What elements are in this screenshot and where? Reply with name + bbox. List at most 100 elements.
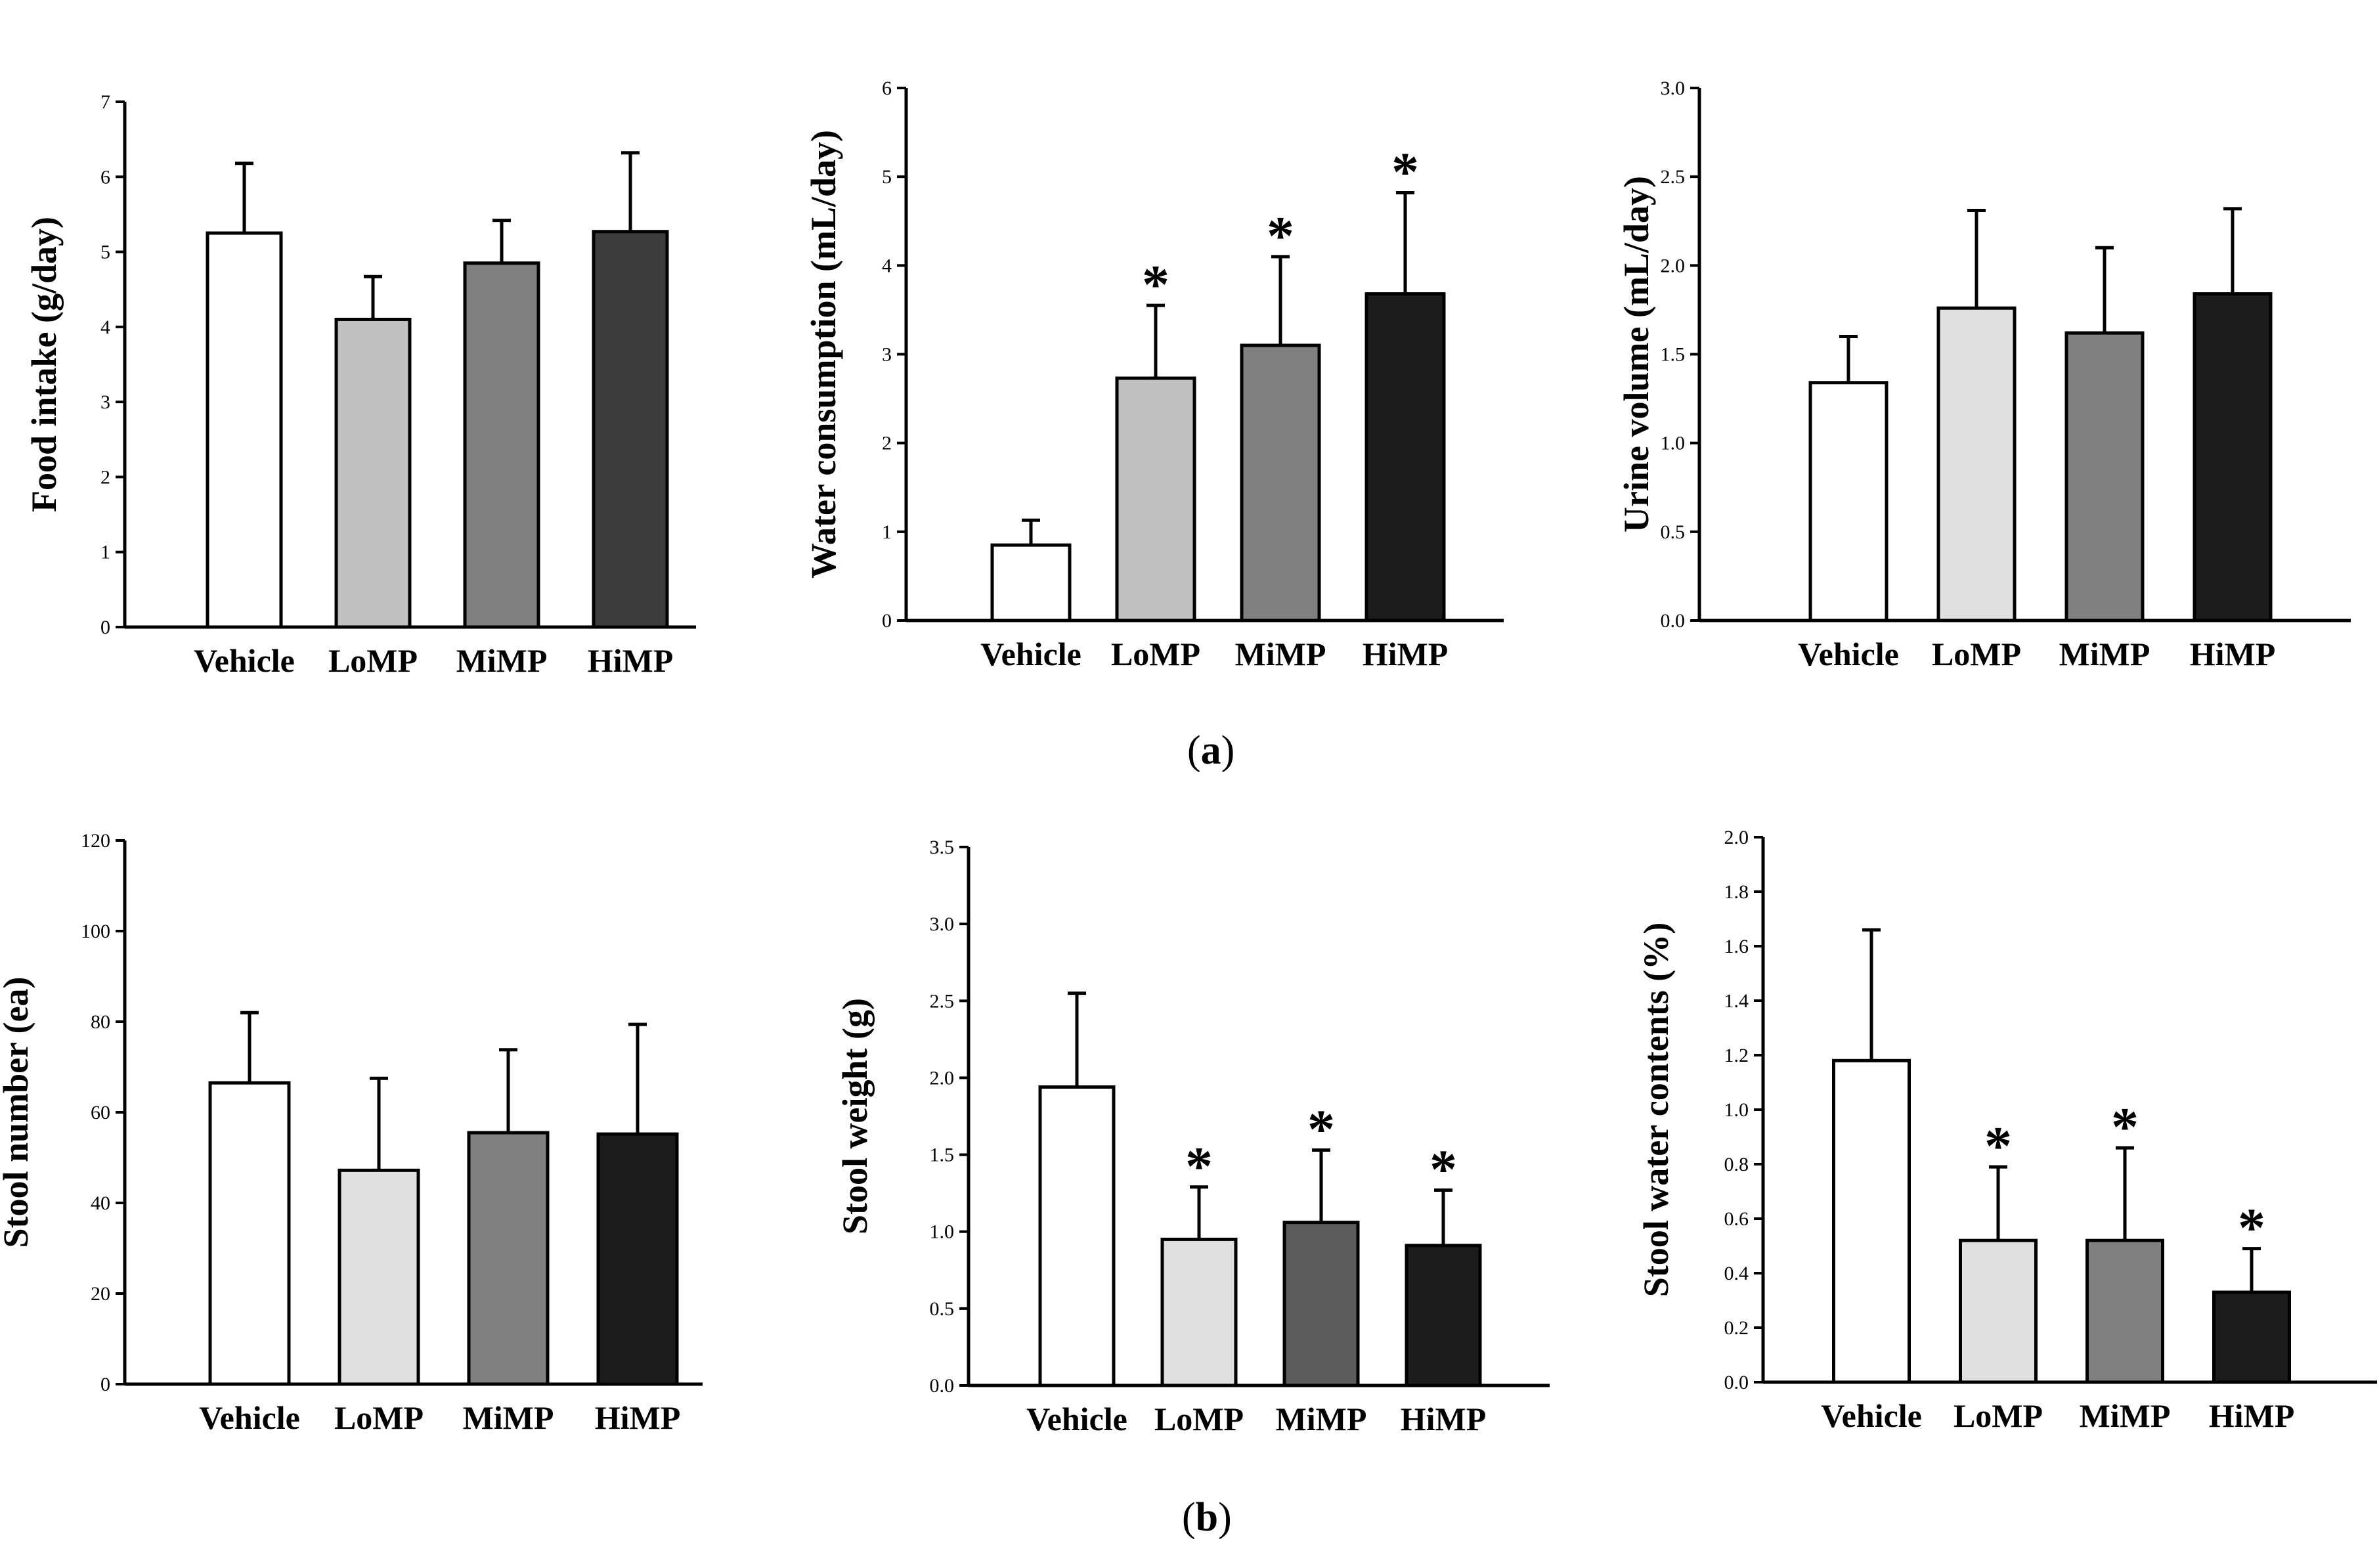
y-tick-label: 7: [100, 91, 110, 113]
y-tick-label: 2: [100, 466, 110, 488]
x-tick-label: Vehicle: [1026, 1401, 1127, 1437]
y-axis-label: Stool number (ea): [0, 977, 35, 1248]
bar-lomp: [338, 1168, 420, 1386]
y-tick-label: 3: [882, 344, 892, 366]
y-tick-label: 6: [100, 166, 110, 188]
y-tick-label: 4: [100, 316, 110, 338]
y-tick-label: 0.8: [1724, 1154, 1749, 1175]
bar-himp: [1364, 292, 1446, 622]
y-tick-label: 0.2: [1724, 1317, 1749, 1339]
y-tick-label: 2.0: [930, 1067, 955, 1089]
bar-lomp: [1160, 1237, 1238, 1387]
y-tick-label: 2.5: [930, 990, 955, 1012]
y-tick-label: 0.5: [1661, 521, 1686, 543]
chart-2: Water consumption (mL/day) 0 1 2 3 4 5 6 Vehicle…: [804, 77, 1504, 672]
bar-himp: [596, 1132, 679, 1386]
y-tick-label: 1.6: [1724, 936, 1749, 957]
y-axis-label: Food intake (g/day): [24, 217, 64, 512]
bar-mimp: [1240, 343, 1321, 622]
y-tick-label: 1.5: [1661, 344, 1686, 366]
bar-vehicle: [1038, 1085, 1116, 1387]
significance-star: *: [1391, 141, 1419, 202]
x-tick-label: MiMP: [2059, 636, 2150, 672]
chart-6: Stool water contents (%) 0.0 0.2 0.4 0.6 0.8 1…: [1636, 827, 2377, 1434]
y-tick-label: 5: [882, 166, 892, 188]
x-tick-label: LoMP: [1111, 636, 1200, 672]
y-tick-label: 1.8: [1724, 881, 1749, 903]
bar-mimp: [2085, 1238, 2164, 1384]
y-tick-label: 0.4: [1724, 1263, 1749, 1284]
chart-1: Food intake (g/day) 0 1 2 3 4 5 6 7 Vehicle LoMP Mi…: [24, 91, 696, 679]
significance-star: *: [2111, 1097, 2139, 1158]
x-tick-label: Vehicle: [1821, 1397, 1922, 1434]
y-tick-label: 5: [100, 242, 110, 263]
bar-mimp: [467, 1131, 550, 1386]
y-tick-label: 120: [81, 830, 110, 852]
bar-vehicle: [1808, 381, 1888, 622]
y-tick-label: 100: [81, 921, 110, 942]
y-tick-label: 0.6: [1724, 1208, 1749, 1230]
y-tick-label: 0: [882, 610, 892, 632]
significance-star: *: [1142, 254, 1169, 315]
bar-mimp: [463, 261, 540, 629]
bar-mimp: [2064, 331, 2145, 622]
y-tick-label: 3.5: [930, 837, 955, 858]
y-tick-label: 1.5: [930, 1144, 955, 1166]
x-tick-label: MiMP: [456, 642, 548, 679]
y-tick-label: 1.0: [1661, 433, 1686, 454]
significance-star: *: [1267, 206, 1294, 267]
y-tick-label: 6: [882, 77, 892, 99]
y-tick-label: 3.0: [930, 913, 955, 935]
bar-vehicle: [208, 1081, 291, 1386]
y-tick-label: 1.0: [1724, 1099, 1749, 1121]
significance-star: *: [1307, 1099, 1335, 1160]
y-tick-label: 0.0: [930, 1375, 955, 1397]
y-tick-label: 3.0: [1661, 77, 1686, 99]
x-tick-label: Vehicle: [199, 1399, 300, 1436]
y-tick-label: 1: [882, 521, 892, 543]
bar-lomp: [334, 317, 412, 629]
panel-letter-a: a: [1200, 728, 1221, 773]
x-tick-label: MiMP: [463, 1399, 554, 1436]
bar-lomp: [1115, 376, 1196, 622]
significance-star: *: [1185, 1136, 1213, 1197]
y-tick-label: 1.0: [930, 1221, 955, 1243]
significance-star: *: [1984, 1116, 2012, 1177]
x-tick-label: HiMP: [595, 1399, 681, 1436]
y-tick-label: 0.5: [930, 1298, 955, 1320]
x-tick-label: LoMP: [1932, 636, 2021, 672]
x-tick-label: MiMP: [1276, 1401, 1367, 1437]
bar-himp: [592, 230, 669, 629]
y-tick-label: 0: [100, 617, 110, 638]
bar-mimp: [1282, 1221, 1360, 1387]
x-tick-label: MiMP: [2080, 1397, 2171, 1434]
y-tick-label: 1: [100, 542, 110, 563]
y-tick-label: 2.5: [1661, 166, 1686, 188]
x-tick-label: HiMP: [2190, 636, 2276, 672]
x-tick-label: Vehicle: [1798, 636, 1899, 672]
x-tick-label: MiMP: [1235, 636, 1326, 672]
y-axis-label: Urine volume (mL/day): [1617, 176, 1656, 533]
x-tick-label: LoMP: [1953, 1397, 2043, 1434]
y-tick-label: 0.0: [1661, 610, 1686, 632]
chart-4: Stool number (ea) 0 20 40 60 80 100 120 Vehicle L…: [0, 830, 703, 1436]
bar-lomp: [1936, 306, 2017, 622]
x-tick-label: Vehicle: [980, 636, 1081, 672]
x-tick-label: LoMP: [328, 642, 418, 679]
y-tick-label: 2.0: [1724, 827, 1749, 848]
y-axis-label: Stool weight (g): [835, 998, 875, 1234]
panel-letter-b: b: [1195, 1495, 1219, 1540]
chart-3: Urine volume (mL/day) 0.0 0.5 1.0 1.5 2.0 2.5 3…: [1617, 77, 2351, 672]
x-tick-label: LoMP: [334, 1399, 424, 1436]
bar-lomp: [1959, 1238, 2038, 1384]
y-axis-label: Stool water contents (%): [1636, 923, 1676, 1297]
x-tick-label: HiMP: [2209, 1397, 2295, 1434]
x-tick-label: Vehicle: [194, 642, 295, 679]
bar-vehicle: [990, 543, 1072, 622]
x-tick-label: HiMP: [1363, 636, 1449, 672]
bar-vehicle: [1832, 1058, 1911, 1384]
y-tick-label: 2.0: [1661, 255, 1686, 276]
chart-5: Stool weight (g) 0.0 0.5 1.0 1.5 2.0 2.5 3.0 3.5…: [835, 837, 1550, 1437]
panel-label-a: (a): [1187, 728, 1235, 773]
